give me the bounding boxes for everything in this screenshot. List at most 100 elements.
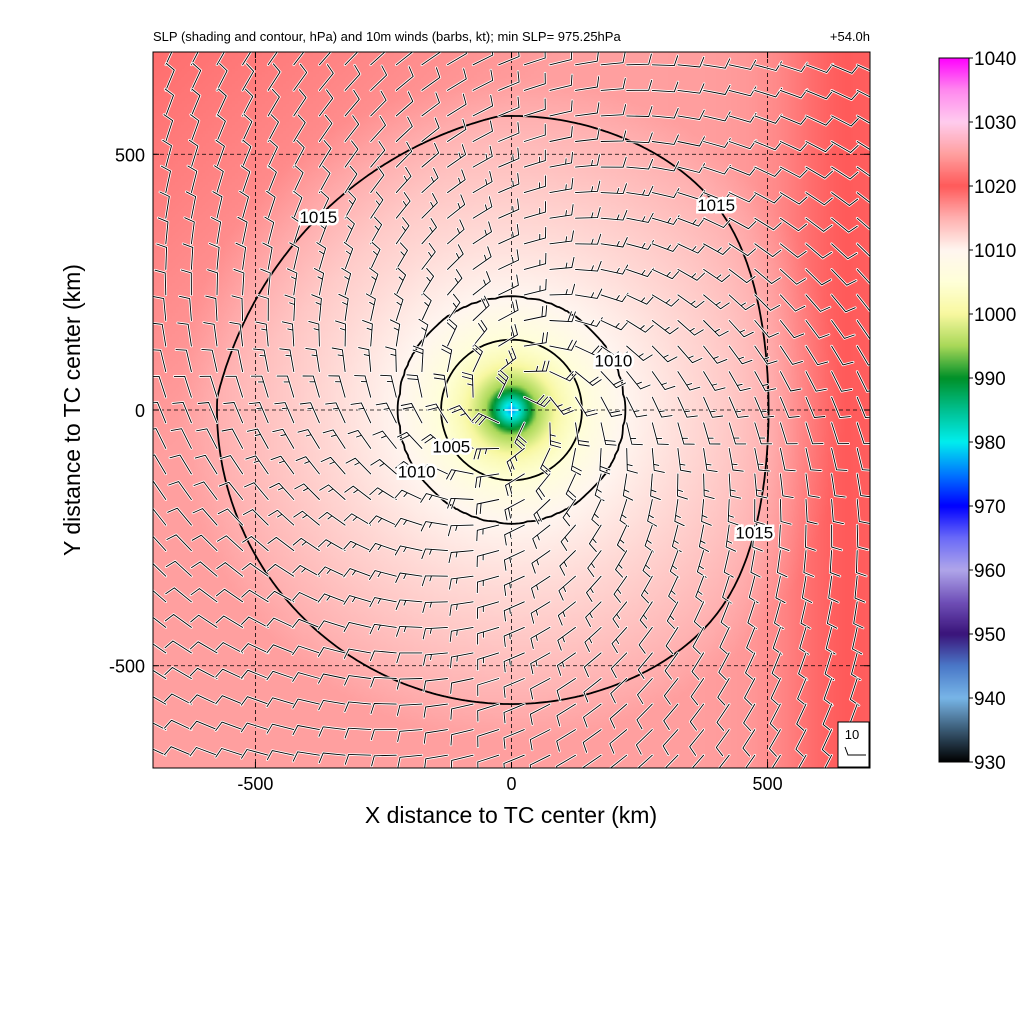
wind-barb — [447, 497, 474, 509]
wind-barb — [239, 190, 249, 219]
wind-barb — [370, 141, 386, 168]
wind-barb — [153, 590, 167, 603]
wind-barb — [856, 217, 870, 230]
wind-barb — [754, 192, 782, 204]
wind-barb — [190, 88, 201, 117]
wind-barb — [600, 237, 628, 248]
wind-barb — [622, 473, 634, 501]
colorbar-tick-label: 1030 — [974, 113, 1016, 134]
wind-barb — [626, 396, 648, 418]
wind-barb — [594, 473, 605, 502]
wind-barb — [154, 269, 167, 296]
wind-barb — [575, 233, 602, 245]
wind-barb — [529, 703, 551, 725]
wind-barb — [805, 294, 831, 312]
wind-barb — [477, 652, 500, 671]
wind-barb — [626, 185, 654, 197]
wind-barb — [320, 456, 346, 475]
wind-barb — [264, 216, 275, 245]
wind-barb — [856, 396, 870, 419]
wind-barb — [450, 729, 474, 746]
wind-barb — [385, 346, 397, 373]
wind-barb — [523, 201, 546, 219]
y-tick-label: 500 — [115, 145, 145, 165]
wind-barb — [153, 296, 167, 321]
wind-barb — [703, 111, 731, 122]
y-axis-label: Y distance to TC center (km) — [59, 264, 85, 556]
wind-barb — [394, 545, 423, 556]
wind-barb — [609, 754, 628, 768]
wind-barb — [851, 652, 861, 681]
wind-barb — [664, 652, 679, 680]
wind-barb — [797, 678, 807, 706]
wind-barb — [449, 601, 474, 616]
wind-barb — [523, 252, 547, 270]
wind-barb — [153, 669, 167, 679]
wind-barb — [600, 345, 628, 359]
x-tick-label: -500 — [237, 774, 273, 794]
wind-barb — [677, 371, 701, 391]
wind-barb — [703, 447, 718, 473]
wind-barb — [771, 754, 781, 768]
wind-barb — [164, 614, 192, 628]
wind-barb — [775, 575, 786, 604]
wind-barb — [821, 729, 833, 757]
wind-barb — [529, 754, 551, 768]
wind-barb — [370, 703, 397, 714]
wind-barb — [523, 278, 547, 296]
wind-barb — [475, 473, 500, 489]
wind-barb — [822, 703, 833, 732]
barb-key-icon — [844, 746, 866, 756]
wind-barb — [370, 115, 386, 142]
wind-barb — [549, 204, 574, 219]
wind-barb — [716, 703, 730, 731]
wind-barb — [703, 396, 724, 418]
wind-barb — [677, 163, 706, 173]
wind-barb — [831, 166, 859, 180]
wind-barb — [703, 473, 715, 500]
wind-barb — [803, 550, 814, 577]
wind-barb — [752, 524, 763, 552]
wind-barb — [523, 98, 546, 117]
wind-barb — [831, 524, 843, 551]
wind-barb — [831, 320, 855, 339]
wind-barb — [190, 614, 218, 628]
wind-barb — [523, 72, 546, 91]
wind-barb — [395, 572, 423, 583]
wind-barb — [246, 428, 269, 449]
wind-barb — [293, 114, 306, 142]
wind-barb — [831, 422, 850, 445]
wind-barb — [169, 454, 192, 475]
wind-barb — [286, 268, 298, 296]
wind-barb — [549, 178, 574, 194]
wind-barb — [626, 212, 654, 223]
wind-barb — [703, 422, 721, 445]
wind-barb — [754, 447, 770, 472]
wind-barb — [318, 699, 346, 711]
wind-barb — [677, 294, 705, 309]
wind-barb — [354, 375, 372, 398]
wind-barb — [531, 550, 551, 574]
contour-label-1015: 1015 — [697, 196, 735, 215]
wind-barb — [370, 729, 397, 741]
wind-barb — [549, 283, 576, 296]
wind-barb — [240, 696, 269, 706]
colorbar: 930 940 950 960 970 980 990 1000 1010 1020 1030 104… — [938, 49, 1016, 774]
wind-barb — [153, 401, 167, 424]
wind-barb — [406, 374, 423, 398]
wind-barb — [779, 371, 802, 392]
wind-barb — [532, 524, 551, 549]
x-tick-label: 0 — [506, 774, 516, 794]
wind-barb — [651, 422, 669, 445]
wind-barb — [192, 508, 218, 526]
wind-barb — [165, 62, 175, 91]
wind-barb — [798, 754, 807, 768]
wind-barb — [209, 243, 220, 270]
wind-barb — [575, 128, 600, 142]
wind-barb — [779, 345, 803, 365]
wind-barb — [343, 648, 372, 659]
wind-barb — [549, 74, 573, 91]
wind-barb — [253, 348, 269, 373]
wind-barb — [600, 130, 627, 142]
wind-barb — [471, 413, 500, 426]
